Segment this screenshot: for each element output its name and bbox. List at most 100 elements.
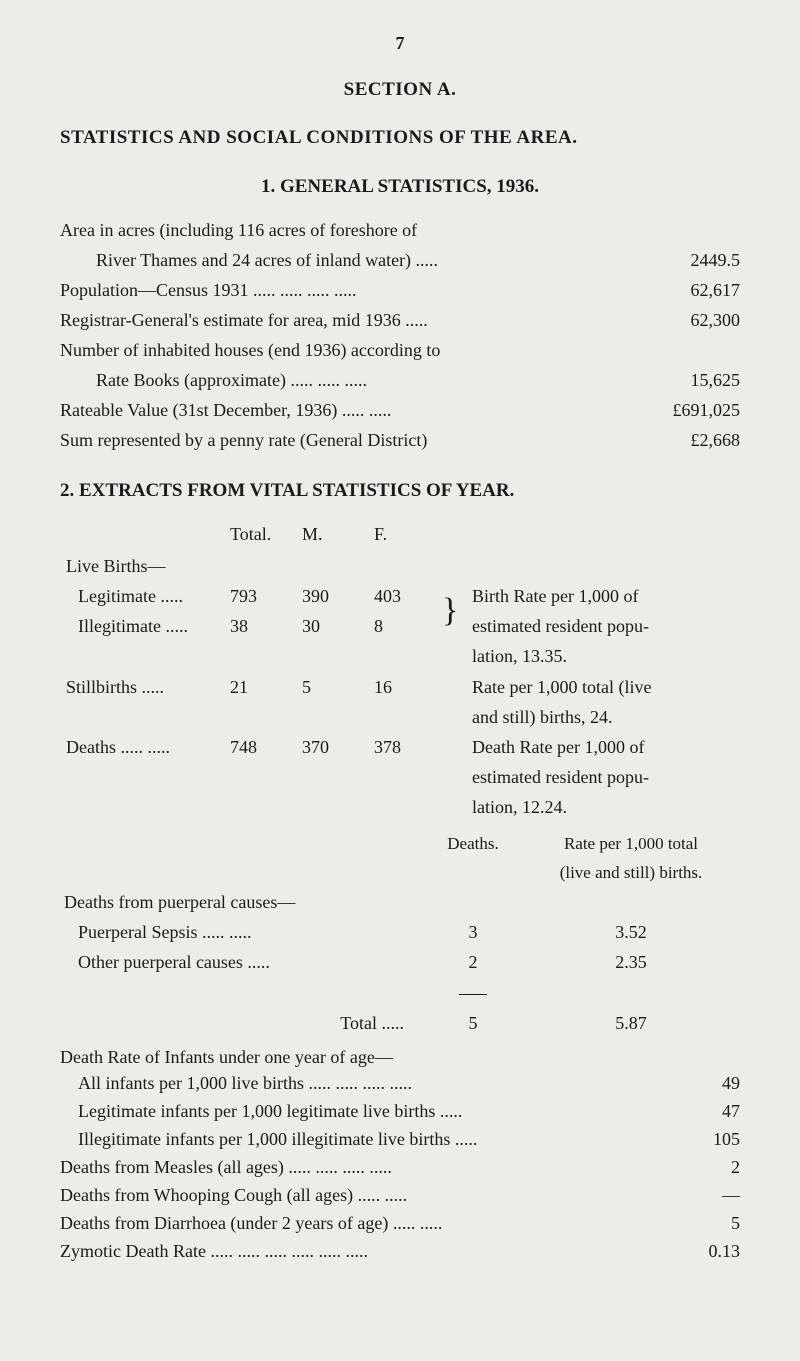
stat-label: Population—Census 1931 ..... ..... .....…	[60, 277, 650, 303]
cell: 403	[368, 581, 440, 611]
item-label: Zymotic Death Rate ..... ..... ..... ...…	[60, 1238, 690, 1264]
stat-value: 15,625	[650, 367, 740, 393]
stat-label: River Thames and 24 acres of inland wate…	[60, 247, 650, 273]
stat-value: 62,300	[650, 307, 740, 333]
item-label: Deaths from Diarrhoea (under 2 years of …	[60, 1210, 690, 1236]
stat-label: Number of inhabited houses (end 1936) ac…	[60, 337, 740, 363]
item-value: 47	[690, 1098, 740, 1124]
item-label: Deaths from Whooping Cough (all ages) ..…	[60, 1182, 690, 1208]
row-label: Total .....	[60, 1008, 424, 1038]
list-item: Illegitimate infants per 1,000 illegitim…	[60, 1126, 740, 1152]
cell: 8	[368, 611, 440, 641]
table-row: Deaths from puerperal causes—	[60, 887, 740, 917]
table-header-row: (live and still) births.	[60, 859, 740, 888]
stat-row: Rateable Value (31st December, 1936) ...…	[60, 397, 740, 423]
page: 7 SECTION A. STATISTICS AND SOCIAL CONDI…	[0, 0, 800, 1361]
rule-icon	[459, 994, 487, 995]
table-row	[60, 978, 740, 1008]
note-line: Birth Rate per 1,000 of	[466, 581, 740, 611]
table-row: Stillbirths ..... 21 5 16 Rate per 1,000…	[60, 672, 740, 702]
note-line: Death Rate per 1,000 of	[466, 732, 740, 762]
live-births-heading: Live Births—	[60, 551, 740, 581]
item-label: Illegitimate infants per 1,000 illegitim…	[60, 1126, 690, 1152]
cell: 378	[368, 732, 440, 762]
col-header: F.	[368, 519, 440, 551]
cell: 21	[224, 672, 296, 702]
col-header: Rate per 1,000 total	[522, 830, 740, 859]
table-row: Puerperal Sepsis ..... ..... 3 3.52	[60, 917, 740, 947]
cell: 5	[424, 1008, 522, 1038]
item-label: All infants per 1,000 live births ..... …	[60, 1070, 690, 1096]
item-label: Legitimate infants per 1,000 legitimate …	[60, 1098, 690, 1124]
row-label: Stillbirths .....	[60, 672, 224, 702]
cell: 3	[424, 917, 522, 947]
infant-death-rate-heading: Death Rate of Infants under one year of …	[60, 1044, 740, 1070]
page-number: 7	[60, 30, 740, 56]
col-header: (live and still) births.	[522, 859, 740, 888]
stat-row: Number of inhabited houses (end 1936) ac…	[60, 337, 740, 363]
stat-label: Registrar-General's estimate for area, m…	[60, 307, 650, 333]
item-value: 2	[690, 1154, 740, 1180]
main-title: STATISTICS AND SOCIAL CONDITIONS OF THE …	[60, 124, 740, 152]
stat-row: River Thames and 24 acres of inland wate…	[60, 247, 740, 273]
stat-value: 62,617	[650, 277, 740, 303]
item-value: 0.13	[690, 1238, 740, 1264]
cell: 2	[424, 947, 522, 977]
note-line: Rate per 1,000 total (live	[466, 672, 740, 702]
stat-label: Rate Books (approximate) ..... ..... ...…	[60, 367, 650, 393]
cell: 5	[296, 672, 368, 702]
item-value: 5	[690, 1210, 740, 1236]
cell: 3.52	[522, 917, 740, 947]
stat-row: Population—Census 1931 ..... ..... .....…	[60, 277, 740, 303]
table-row: Other puerperal causes ..... 2 2.35	[60, 947, 740, 977]
stat-row: Rate Books (approximate) ..... ..... ...…	[60, 367, 740, 393]
list-item: Zymotic Death Rate ..... ..... ..... ...…	[60, 1238, 740, 1264]
group-heading: Deaths from puerperal causes—	[60, 887, 740, 917]
list-item: Legitimate infants per 1,000 legitimate …	[60, 1098, 740, 1124]
note-line: estimated resident popu-	[466, 611, 740, 641]
stat-value: £691,025	[650, 397, 740, 423]
row-label: Legitimate .....	[60, 581, 224, 611]
brace-icon: }	[440, 581, 466, 641]
causes-list: Deaths from Measles (all ages) ..... ...…	[60, 1154, 740, 1264]
table-row: Illegitimate ..... 38 30 8 estimated res…	[60, 611, 740, 641]
note-line: estimated resident popu-	[466, 762, 740, 792]
sub-title-1: 1. GENERAL STATISTICS, 1936.	[60, 173, 740, 201]
table-row: estimated resident popu-	[60, 762, 740, 792]
table-row: and still) births, 24.	[60, 702, 740, 732]
table-row: lation, 13.35.	[60, 641, 740, 671]
table-row: Deaths ..... ..... 748 370 378 Death Rat…	[60, 732, 740, 762]
general-statistics: Area in acres (including 116 acres of fo…	[60, 217, 740, 454]
row-label: Illegitimate .....	[60, 611, 224, 641]
note-line: lation, 13.35.	[466, 641, 740, 671]
item-value: —	[690, 1182, 740, 1208]
stat-row: Sum represented by a penny rate (General…	[60, 427, 740, 453]
item-value: 49	[690, 1070, 740, 1096]
stat-value: 2449.5	[650, 247, 740, 273]
stat-value: £2,668	[650, 427, 740, 453]
sub-title-2: 2. EXTRACTS FROM VITAL STATISTICS OF YEA…	[60, 477, 740, 505]
section-a-heading: SECTION A.	[60, 76, 740, 104]
col-header: Total.	[224, 519, 296, 551]
list-item: Deaths from Measles (all ages) ..... ...…	[60, 1154, 740, 1180]
stat-label: Rateable Value (31st December, 1936) ...…	[60, 397, 650, 423]
item-value: 105	[690, 1126, 740, 1152]
cell: 2.35	[522, 947, 740, 977]
cell: 38	[224, 611, 296, 641]
row-label: Puerperal Sepsis ..... .....	[60, 917, 424, 947]
col-header: M.	[296, 519, 368, 551]
cell: 748	[224, 732, 296, 762]
cell: 16	[368, 672, 440, 702]
list-item: All infants per 1,000 live births ..... …	[60, 1070, 740, 1096]
note-line: and still) births, 24.	[466, 702, 740, 732]
table-row: Live Births—	[60, 551, 740, 581]
stat-label: Sum represented by a penny rate (General…	[60, 427, 650, 453]
table-row: Total ..... 5 5.87	[60, 1008, 740, 1038]
row-label: Other puerperal causes .....	[60, 947, 424, 977]
cell: 5.87	[522, 1008, 740, 1038]
cell: 30	[296, 611, 368, 641]
table-row: Legitimate ..... 793 390 403 } Birth Rat…	[60, 581, 740, 611]
puerperal-table: Deaths. Rate per 1,000 total (live and s…	[60, 830, 740, 1038]
stat-row: Registrar-General's estimate for area, m…	[60, 307, 740, 333]
list-item: Deaths from Whooping Cough (all ages) ..…	[60, 1182, 740, 1208]
